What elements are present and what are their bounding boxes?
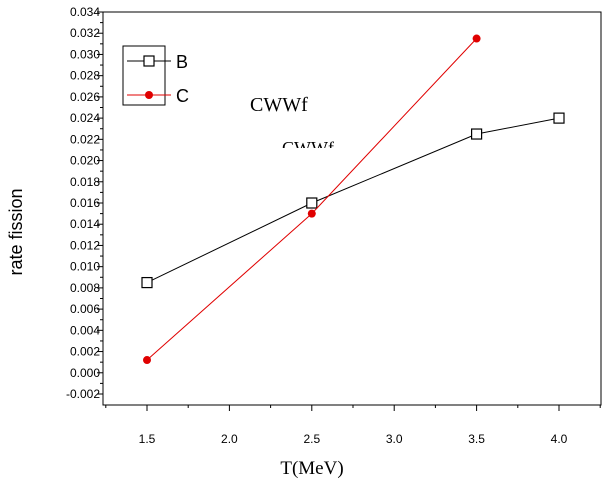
y-tick-label: 0.014: [70, 217, 100, 231]
series-line-b: [146, 117, 560, 284]
plot-area: [102, 11, 602, 406]
x-tick-label: 2.5: [303, 432, 320, 446]
x-axis: 1.5 2.0 2.5 3.0 3.5 4.0: [105, 405, 601, 446]
x-tick-label: 3.0: [386, 432, 403, 446]
legend: B C: [122, 45, 189, 106]
y-tick-label: 0.022: [70, 132, 100, 146]
x-tick-label: 4.0: [551, 432, 568, 446]
data-point-b: [553, 112, 565, 124]
legend-b-label: B: [176, 52, 188, 72]
legend-b-marker: [143, 55, 155, 67]
x-tick-label: 2.0: [221, 432, 238, 446]
y-tick-label: 0.026: [70, 90, 100, 104]
x-tick-label: 3.5: [468, 432, 485, 446]
legend-c-marker: [145, 91, 153, 99]
annotation-cwwf-clipped: CWWf: [282, 138, 334, 158]
data-point-c: [307, 209, 316, 218]
y-tick-label: 0.010: [70, 260, 100, 274]
annotation-cwwf-ghost: CWWf: [282, 138, 334, 158]
data-point-b: [471, 128, 483, 140]
data-point-c: [143, 356, 151, 365]
y-tick-label: 0.016: [70, 196, 100, 210]
data-point-b: [306, 197, 318, 209]
y-tick-label: 0.024: [70, 111, 100, 125]
y-tick-label: 0.008: [70, 281, 100, 295]
y-tick-label: 0.020: [70, 154, 100, 168]
y-tick-label: 0.030: [70, 47, 100, 61]
x-tick-label: 1.5: [139, 432, 156, 446]
y-tick-label: -0.002: [66, 387, 100, 401]
y-tick-label: 0.018: [70, 175, 100, 189]
series-layer: [141, 34, 565, 365]
data-point-b: [141, 276, 153, 289]
y-tick-label: 0.028: [70, 69, 100, 83]
data-point-c: [472, 34, 481, 43]
y-tick-label: 0.006: [70, 302, 100, 316]
y-tick-label: 0.034: [70, 5, 100, 19]
legend-c-label: C: [176, 86, 189, 106]
legend-box: [122, 45, 166, 106]
y-tick-label: 0.012: [70, 238, 100, 252]
y-tick-label: 0.002: [70, 345, 100, 359]
annotation-cwwf: CWWf: [250, 94, 308, 116]
y-tick-label: 0.004: [70, 323, 100, 337]
y-axis-title: rate fission: [6, 188, 26, 275]
y-tick-label: 0.032: [70, 26, 100, 40]
y-axis: -0.002 0.000 0.002 0.004 0.006 0.008 0.010 0.01…: [66, 5, 103, 401]
x-axis-title: T(MeV): [280, 458, 343, 479]
y-tick-label: 0.000: [70, 366, 100, 380]
